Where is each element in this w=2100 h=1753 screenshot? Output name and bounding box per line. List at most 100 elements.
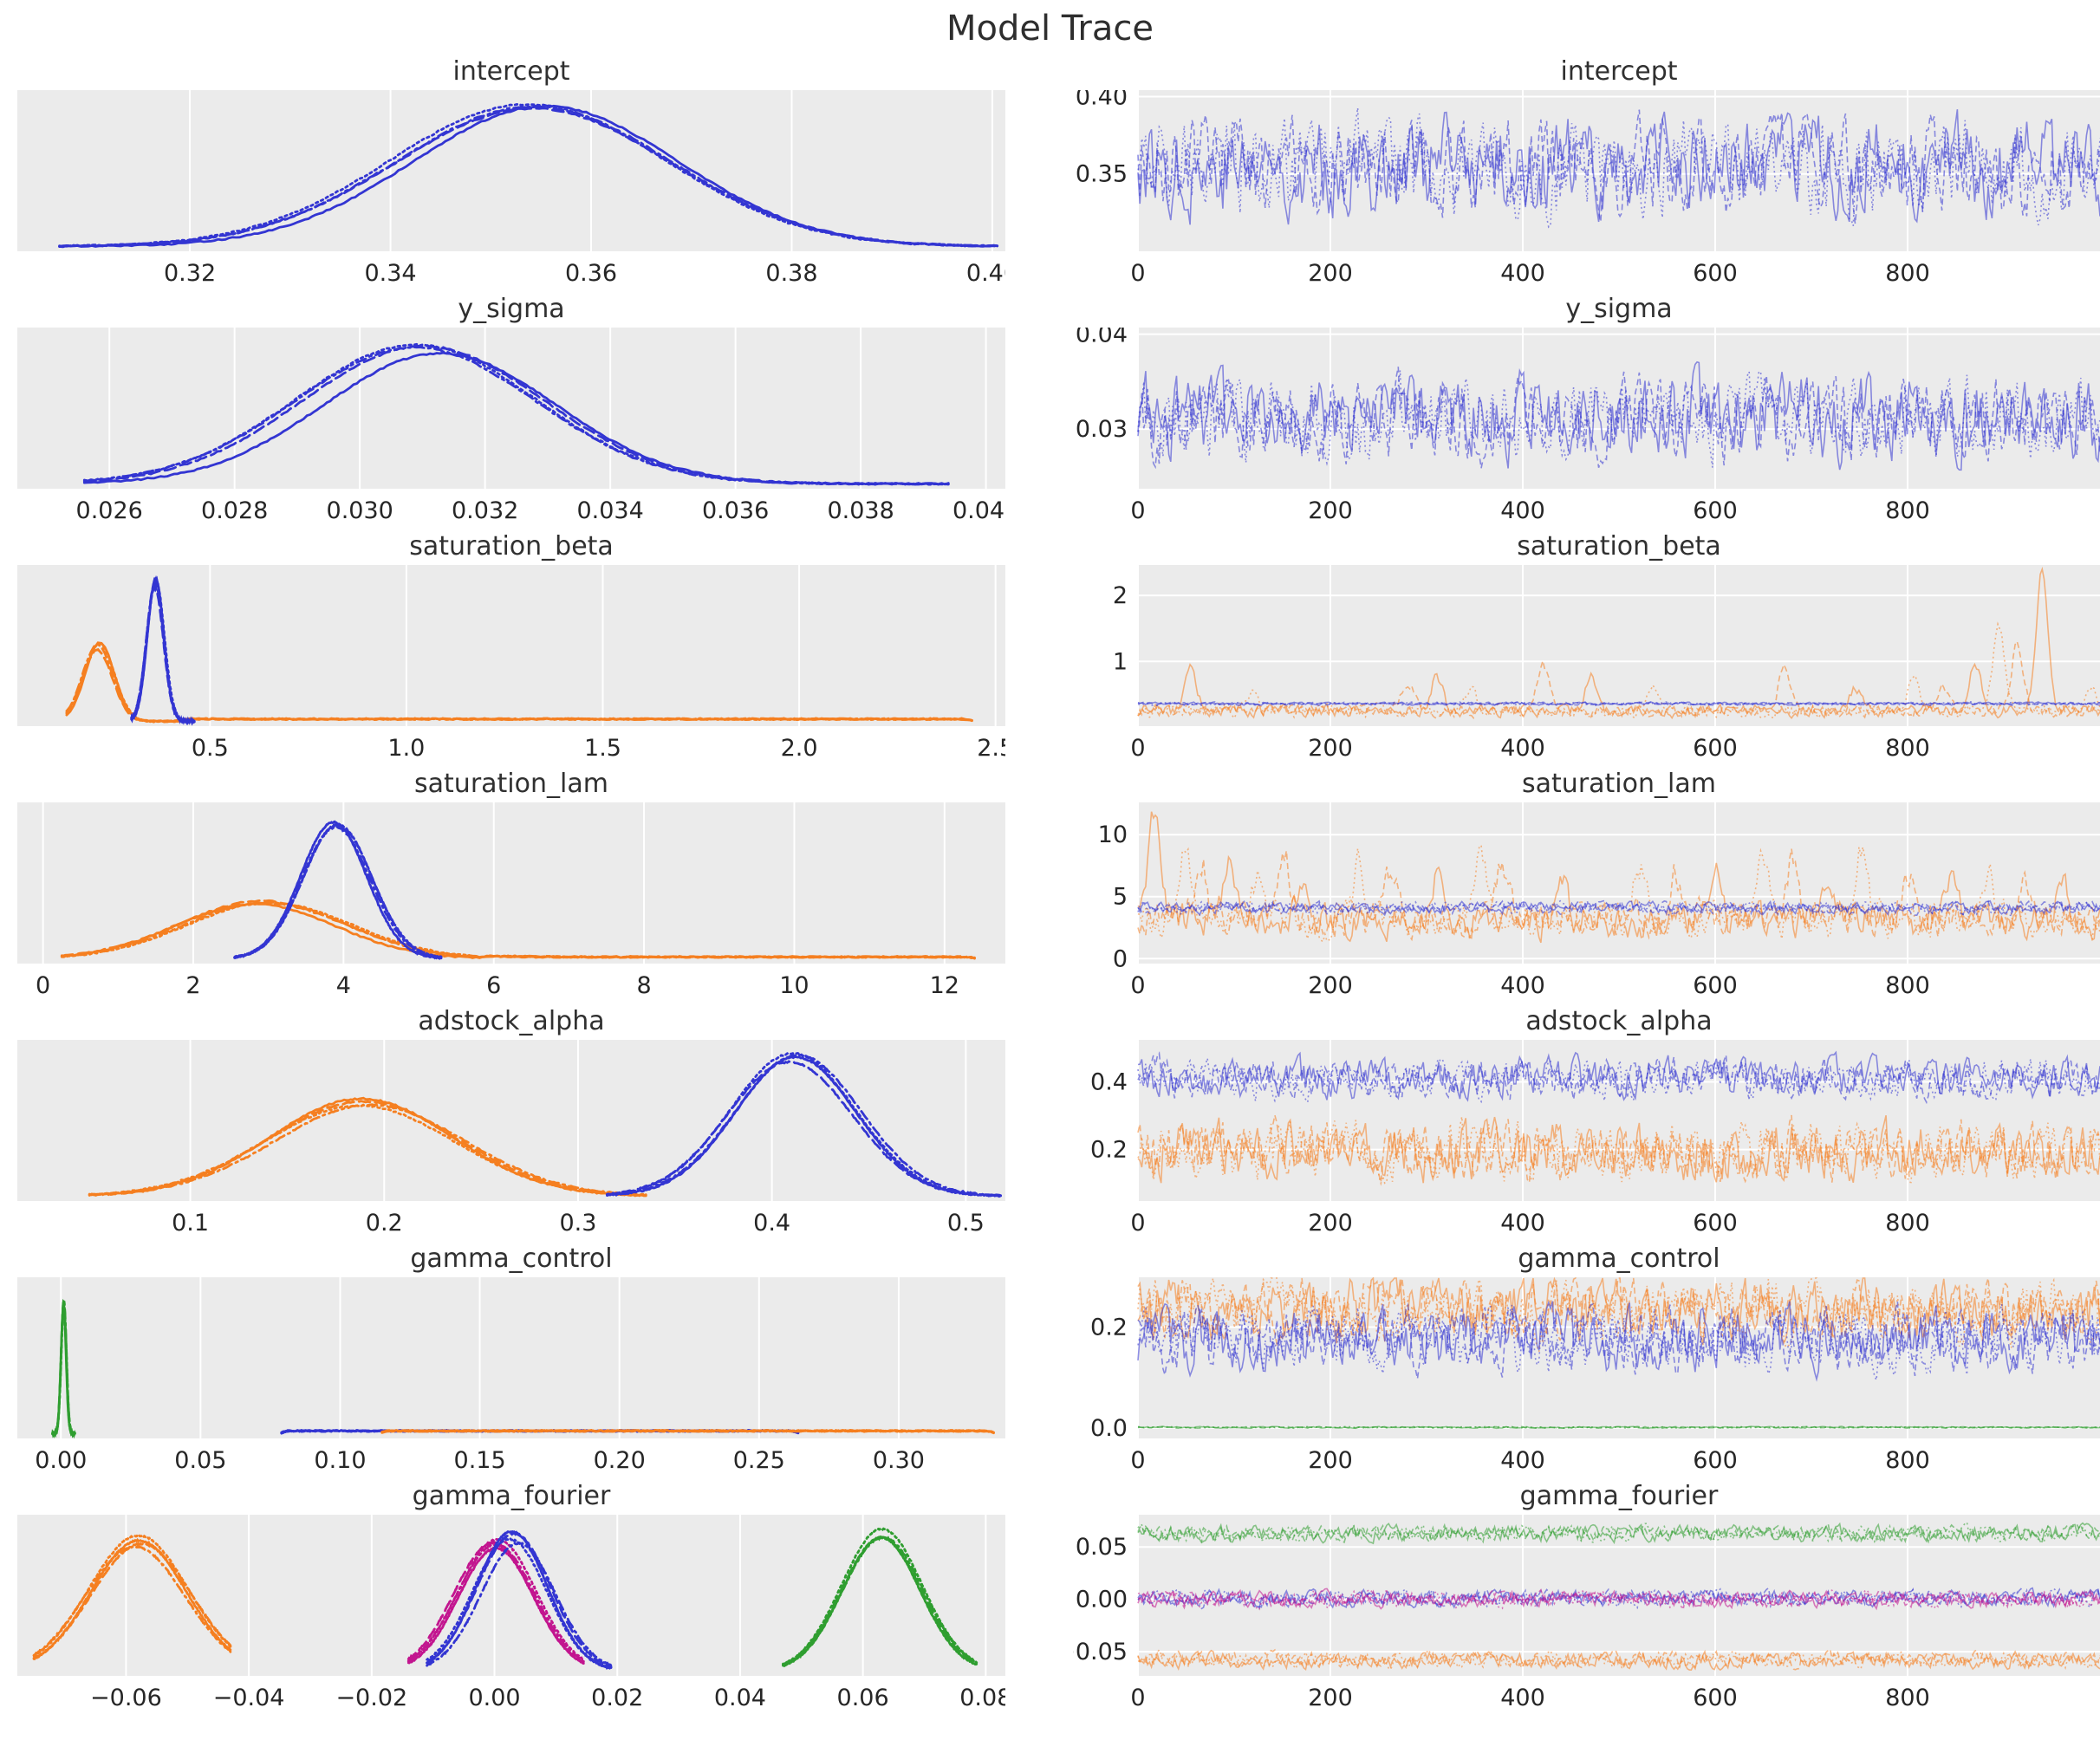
x-tick-label: −0.06 [90, 1685, 162, 1711]
x-tick-label: 600 [1693, 972, 1738, 999]
x-tick-label: 0.08 [959, 1685, 1005, 1711]
trace-line-channel_2-chain0 [1137, 811, 2100, 944]
trace-line-control_2-chain1 [1137, 1277, 2100, 1353]
kde-cell-gamma_fourier: gamma_fourier −0.06 −0.04 −0.02 0.00 0.02 0.04… [17, 1478, 1005, 1712]
trace-line-channel_1-chain2 [1137, 1051, 2100, 1105]
trace-line-y_sigma-chain2 [1137, 367, 2100, 470]
kde-curve-intercept-chain3 [58, 102, 999, 248]
x-tick-label: 600 [1693, 260, 1738, 287]
x-tick-label: 800 [1885, 972, 1930, 999]
kde-cell-saturation_lam: saturation_lam 0 2 4 6 8 10 12 [17, 766, 1005, 1000]
trace-title-y_sigma: y_sigma [1565, 294, 1673, 324]
trace-title-saturation_lam: saturation_lam [1522, 769, 1716, 799]
kde-title-saturation_beta: saturation_beta [409, 531, 614, 562]
kde-cell-saturation_beta: saturation_beta 0.5 1.0 1.5 2.0 2.5 [17, 529, 1005, 763]
kde-cell-gamma_control: gamma_control 0.00 0.05 0.10 0.15 0.20 0.25 0.3… [17, 1241, 1005, 1475]
y-tick-label: 0.04 [1076, 328, 1128, 348]
trace-line-control_3-chain2 [1137, 1425, 2100, 1430]
trace-line-channel_1-chain1 [1137, 1056, 2100, 1105]
trace-line-fourier_3-chain2 [1137, 1523, 2100, 1545]
kde-curve-channel_2-chain3 [65, 641, 973, 724]
x-tick-label: 0.00 [468, 1685, 520, 1711]
trace-line-channel_2-chain0 [1137, 566, 2100, 720]
x-tick-label: 0.026 [76, 497, 143, 524]
x-tick-label: 800 [1885, 735, 1930, 762]
y-tick-label: 0.03 [1076, 416, 1128, 443]
x-tick-label: 0.4 [753, 1210, 790, 1237]
x-tick-label: 0 [1130, 497, 1145, 524]
trace-cell-adstock_alpha: adstock_alpha 0 200 400 600 800 0.4 0.2 [1073, 1003, 2100, 1237]
kde-curve-y_sigma-chain3 [82, 342, 950, 486]
x-tick-label: 0.038 [827, 497, 894, 524]
y-tick-label: 0 [1113, 945, 1128, 972]
plot-background [1138, 565, 2100, 726]
x-tick-label: 400 [1500, 972, 1545, 999]
trace-plot-saturation_lam: 0 200 400 600 800 10 5 0 [1098, 802, 2100, 999]
trace-line-control_2-chain2 [1137, 1277, 2100, 1347]
kde-curve-channel_2-chain1 [88, 1100, 647, 1197]
x-tick-label: 0.36 [565, 260, 617, 287]
x-tick-label: 600 [1693, 1685, 1738, 1711]
x-tick-label: 800 [1885, 1685, 1930, 1711]
x-tick-label: 400 [1500, 1210, 1545, 1237]
x-tick-label: −0.04 [213, 1685, 285, 1711]
x-tick-label: 0 [1130, 1447, 1145, 1474]
kde-curve-channel_2-chain3 [60, 900, 976, 960]
x-tick-label: 1.0 [387, 735, 425, 762]
kde-curve-fourier_4-chain3 [406, 1537, 585, 1664]
trace-line-channel_2-chain1 [1137, 621, 2100, 720]
x-tick-label: 800 [1885, 1447, 1930, 1474]
x-tick-label: 2 [185, 972, 200, 999]
x-tick-label: 0 [36, 972, 50, 999]
trace-line-channel_1-chain2 [1137, 701, 2100, 707]
y-tick-label: 1 [1113, 648, 1128, 675]
plot-background [17, 1277, 1005, 1438]
kde-curve-fourier_1-chain3 [426, 1536, 613, 1670]
x-tick-label: 0.40 [966, 260, 1005, 287]
trace-cell-saturation_lam: saturation_lam 0 200 400 600 800 10 5 0 [1073, 766, 2100, 1000]
trace-title-gamma_control: gamma_control [1518, 1243, 1720, 1274]
kde-curve-fourier_3-chain3 [782, 1527, 978, 1666]
x-tick-label: 4 [336, 972, 351, 999]
x-tick-label: 0.34 [364, 260, 416, 287]
trace-title-intercept: intercept [1560, 56, 1678, 87]
x-tick-label: 0.32 [164, 260, 216, 287]
x-tick-label: 0.05 [174, 1447, 226, 1474]
kde-cell-adstock_alpha: adstock_alpha 0.1 0.2 0.3 0.4 0.5 [17, 1003, 1005, 1237]
y-tick-label: 0.0 [1090, 1415, 1128, 1442]
kde-plot-y_sigma: 0.026 0.028 0.030 0.032 0.034 0.036 0.038 0.040 [17, 328, 1005, 524]
plot-background [1138, 802, 2100, 964]
x-tick-label: −0.02 [335, 1685, 407, 1711]
x-tick-label: 200 [1308, 1210, 1353, 1237]
x-tick-label: 0.040 [952, 497, 1005, 524]
trace-line-fourier_2-chain1 [1137, 1648, 2100, 1671]
x-tick-label: 1.5 [584, 735, 621, 762]
x-tick-label: 400 [1500, 260, 1545, 287]
x-tick-label: 200 [1308, 260, 1353, 287]
trace-line-y_sigma-chain1 [1137, 370, 2100, 468]
trace-plot-y_sigma: 0 200 400 600 800 0.04 0.03 [1076, 328, 2100, 524]
x-tick-label: 0.5 [192, 735, 229, 762]
x-tick-label: 0 [1130, 1210, 1145, 1237]
x-tick-label: 200 [1308, 1685, 1353, 1711]
x-tick-label: 0.04 [714, 1685, 766, 1711]
x-tick-label: 400 [1500, 497, 1545, 524]
kde-curve-channel_1-chain3 [130, 576, 196, 727]
kde-plot-adstock_alpha: 0.1 0.2 0.3 0.4 0.5 [17, 1040, 1005, 1237]
x-tick-label: 0.3 [559, 1210, 596, 1237]
trace-plot-gamma_control: 0 200 400 600 800 0.2 0.0 [1090, 1277, 2100, 1474]
x-tick-label: 0 [1130, 260, 1145, 287]
kde-plot-saturation_beta: 0.5 1.0 1.5 2.0 2.5 [17, 565, 1005, 762]
y-tick-label: 0.2 [1090, 1137, 1128, 1164]
x-tick-label: 6 [486, 972, 501, 999]
trace-line-intercept-chain0 [1137, 109, 2100, 225]
kde-curve-fourier_1-chain1 [426, 1531, 613, 1669]
trace-cell-intercept: intercept 0 200 400 600 800 0.40 0.35 [1073, 54, 2100, 288]
kde-curve-control_2-chain3 [380, 1428, 995, 1434]
x-tick-label: 0 [1130, 735, 1145, 762]
trace-plot-adstock_alpha: 0 200 400 600 800 0.4 0.2 [1090, 1040, 2100, 1237]
x-tick-label: 0.2 [366, 1210, 403, 1237]
trace-line-control_1-chain2 [1137, 1301, 2100, 1380]
x-tick-label: 12 [930, 972, 959, 999]
